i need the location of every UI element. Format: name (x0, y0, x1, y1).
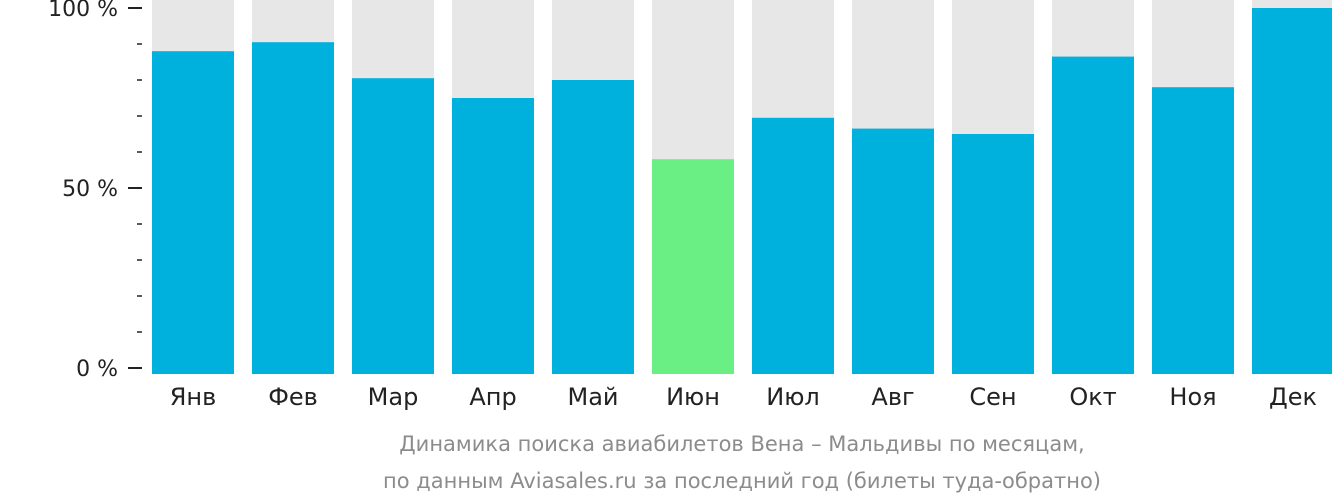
x-tick-label-12: Дек (1269, 383, 1317, 411)
bar-11 (1152, 87, 1234, 374)
chart-caption-line-2: по данным Aviasales.ru за последний год … (383, 469, 1101, 493)
x-axis-labels: Янв Фев Мар Апр Май Июн Июл Авг Сен Окт Ноя Дек (170, 383, 1317, 411)
x-tick-label-9: Сен (969, 383, 1016, 411)
x-tick-label-6: Июн (666, 383, 720, 411)
x-tick-label-8: Авг (871, 383, 914, 411)
bar-12 (1252, 8, 1332, 374)
y-tick-label-1: 0 % (76, 357, 118, 382)
bar-8 (852, 128, 934, 374)
x-tick-label-5: Май (567, 383, 618, 411)
bar-4 (452, 98, 534, 374)
bar-10 (1052, 56, 1134, 374)
y-tick-label-2: 50 % (62, 177, 118, 202)
y-tick-label-3: 100 % (48, 0, 118, 22)
bar-1 (152, 51, 234, 374)
bar-7 (752, 117, 834, 375)
x-tick-label-7: Июл (766, 383, 820, 411)
x-tick-label-10: Окт (1069, 383, 1116, 411)
bars-layer (152, 0, 1332, 375)
x-tick-label-4: Апр (469, 383, 516, 411)
bar-5 (552, 80, 634, 374)
bar-6 (652, 159, 734, 374)
x-tick-label-11: Ноя (1169, 383, 1216, 411)
x-tick-label-3: Мар (368, 383, 419, 411)
bar-9 (952, 134, 1034, 374)
bar-2 (252, 42, 334, 374)
chart-caption-line-1: Динамика поиска авиабилетов Вена – Мальд… (399, 432, 1084, 456)
y-axis: 0 % 50 % 100 % (48, 0, 142, 382)
x-tick-label-1: Янв (170, 383, 217, 411)
bar-3 (352, 78, 434, 374)
x-tick-label-2: Фев (268, 383, 318, 411)
